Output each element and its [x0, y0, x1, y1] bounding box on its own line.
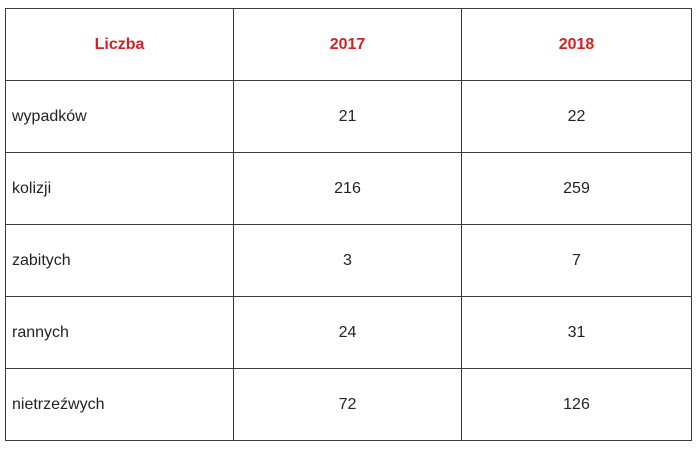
value-2017: 3 [233, 224, 462, 297]
table-row: wypadków 21 22 [5, 80, 692, 153]
header-year-2017: 2017 [233, 8, 462, 81]
value-2018: 126 [461, 368, 692, 441]
table-row: rannych 24 31 [5, 296, 692, 369]
value-2017: 72 [233, 368, 462, 441]
value-2017: 216 [233, 152, 462, 225]
value-2017: 24 [233, 296, 462, 369]
value-2018: 7 [461, 224, 692, 297]
value-2018: 22 [461, 80, 692, 153]
header-year-2018: 2018 [461, 8, 692, 81]
header-label: Liczba [5, 8, 234, 81]
value-2018: 31 [461, 296, 692, 369]
row-label: nietrzeźwych [5, 368, 234, 441]
value-2018: 259 [461, 152, 692, 225]
row-label: wypadków [5, 80, 234, 153]
table-row: kolizji 216 259 [5, 152, 692, 225]
table-row: zabitych 3 7 [5, 224, 692, 297]
row-label: rannych [5, 296, 234, 369]
statistics-table: Liczba 2017 2018 wypadków 21 22 kolizji … [5, 8, 692, 441]
header-row: Liczba 2017 2018 [5, 8, 692, 81]
table-row: nietrzeźwych 72 126 [5, 368, 692, 441]
row-label: zabitych [5, 224, 234, 297]
row-label: kolizji [5, 152, 234, 225]
value-2017: 21 [233, 80, 462, 153]
